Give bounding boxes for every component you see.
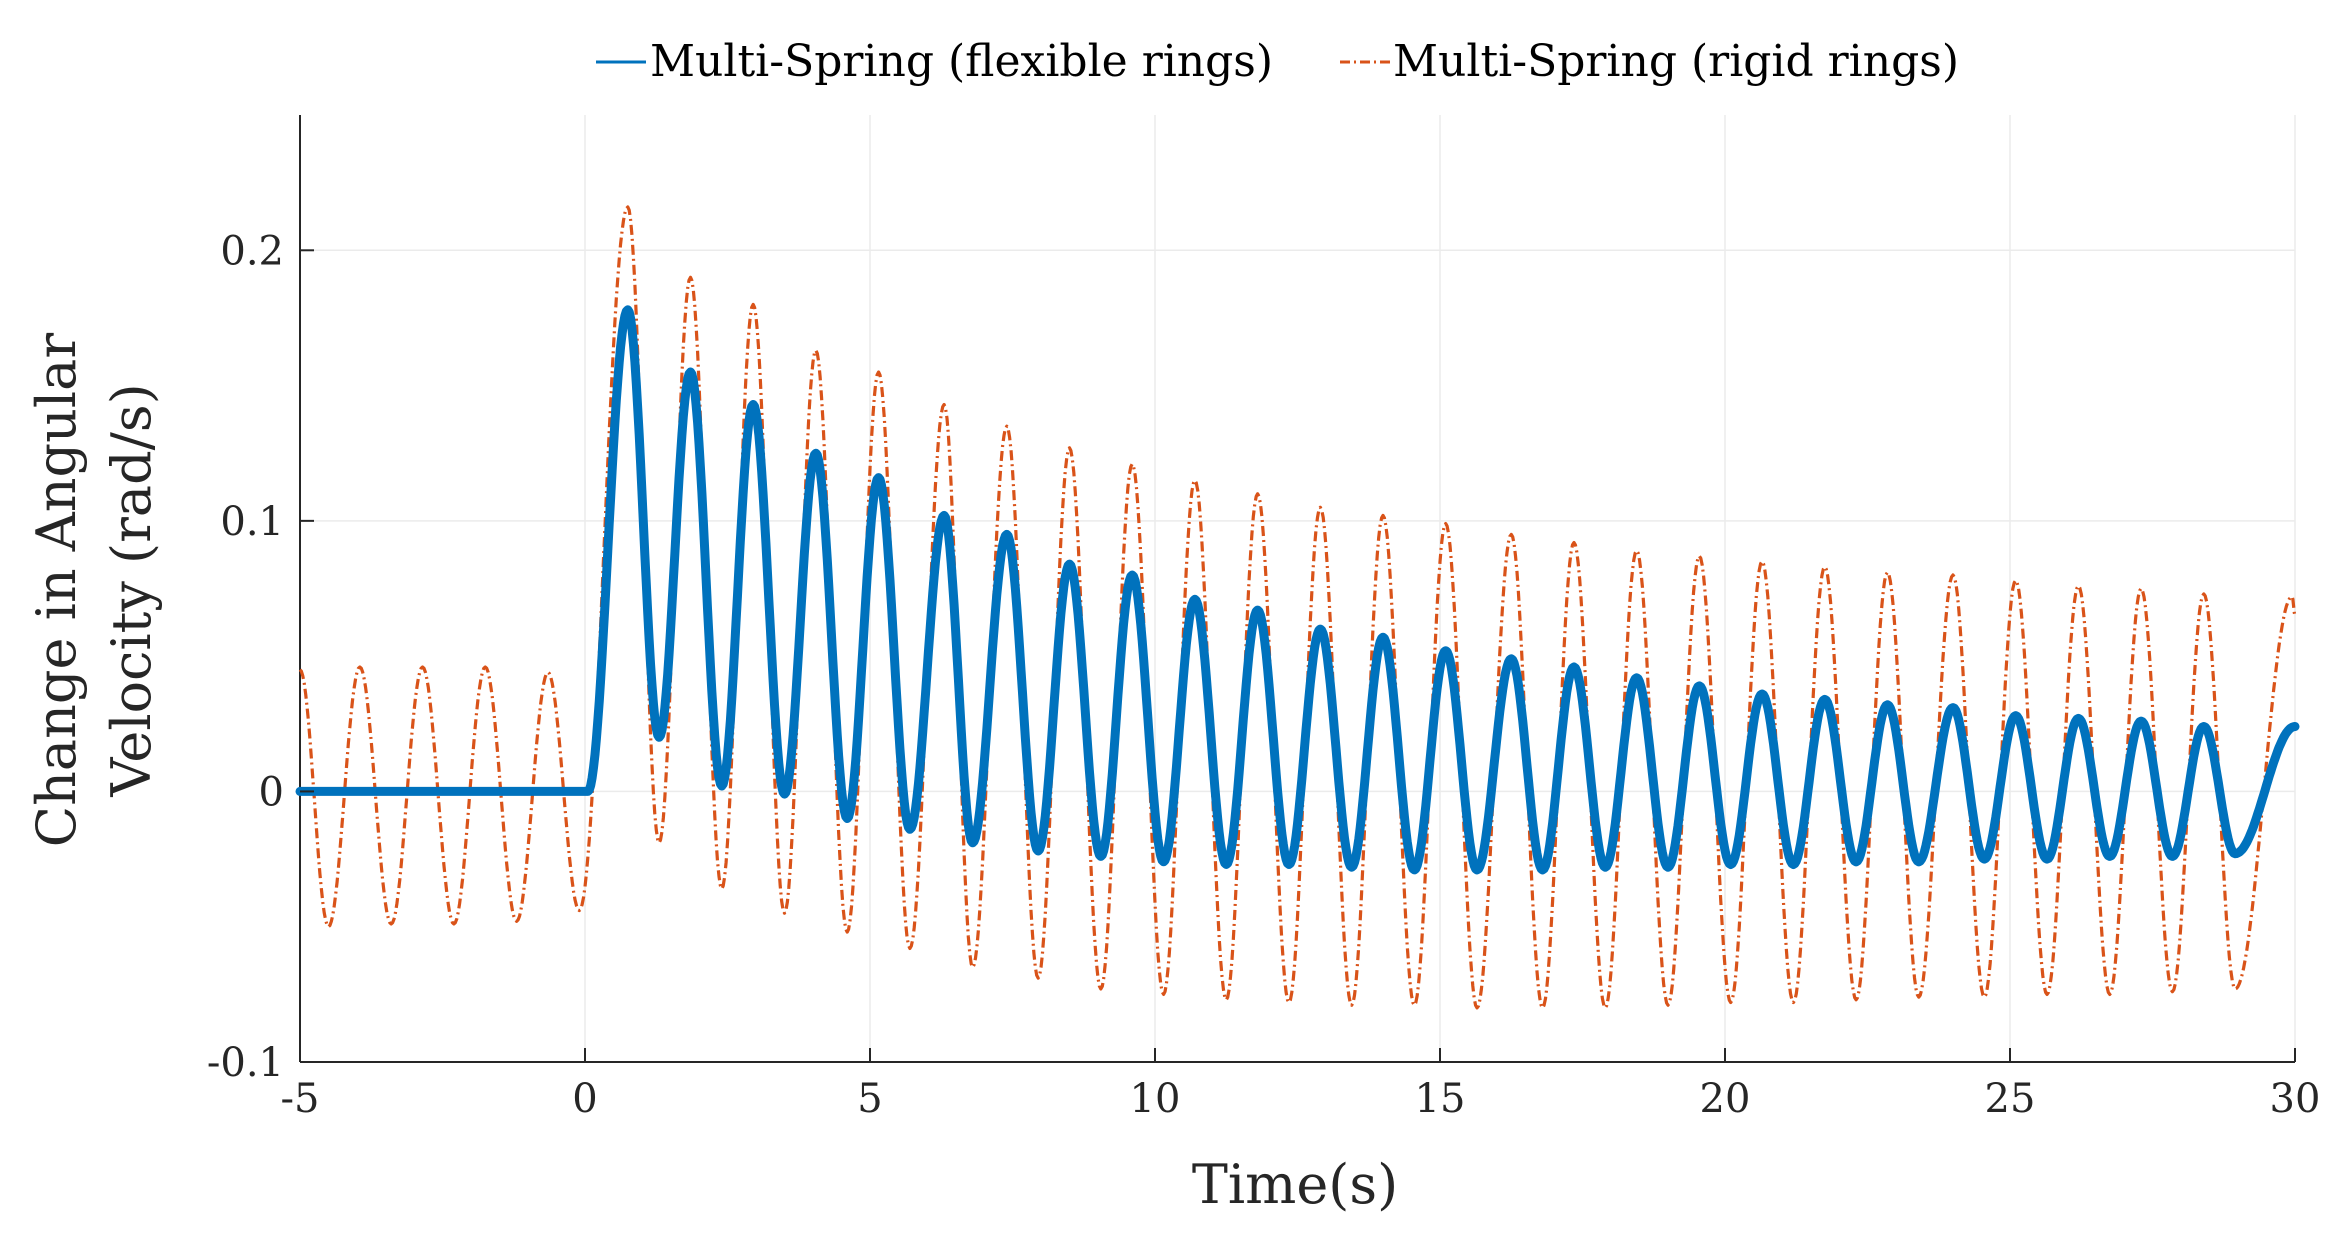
x-tick-label: -5 xyxy=(281,1076,320,1122)
series-line-rigid-rings xyxy=(298,205,2297,1010)
x-tick-label: 15 xyxy=(1415,1076,1466,1122)
y-tick-label: 0.1 xyxy=(220,499,284,545)
x-tick-label: 20 xyxy=(1700,1076,1751,1122)
x-tick-label: 10 xyxy=(1130,1076,1181,1122)
ticks: -5 0 5 10 15 20 25 30 -0.1 0 0.1 0.2 xyxy=(207,228,2321,1122)
x-tick-label: 30 xyxy=(2270,1076,2321,1122)
y-tick-label: -0.1 xyxy=(207,1040,284,1086)
y-axis-label-line-1: Change in Angular xyxy=(25,333,88,848)
axes xyxy=(299,115,2295,1063)
series-line-flexible-rings xyxy=(295,305,2300,875)
y-tick-label: 0.2 xyxy=(220,228,284,274)
x-tick-label: 25 xyxy=(1985,1076,2036,1122)
x-tick-label: 0 xyxy=(572,1076,597,1122)
legend-label-rigid: Multi-Spring (rigid rings) xyxy=(1393,36,1959,87)
y-axis-label-line-2: Velocity (rad/s) xyxy=(100,383,163,797)
y-tick-label: 0 xyxy=(259,769,284,815)
series-layer xyxy=(295,205,2300,1010)
x-tick-label: 5 xyxy=(857,1076,882,1122)
x-axis-label: Time(s) xyxy=(1192,1153,1398,1216)
legend-label-flexible: Multi-Spring (flexible rings) xyxy=(650,36,1273,87)
legend: Multi-Spring (flexible rings) Multi-Spri… xyxy=(596,36,1959,87)
